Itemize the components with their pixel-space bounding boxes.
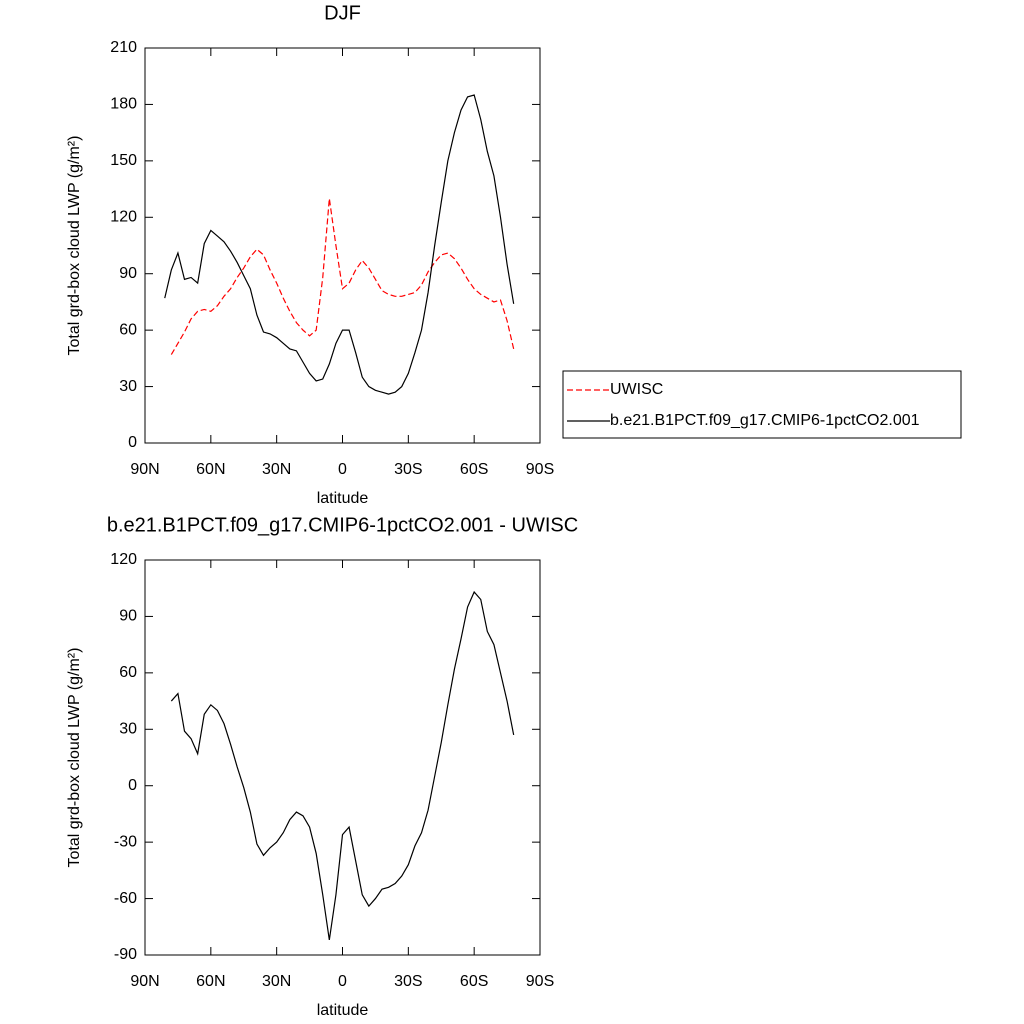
data-line	[170, 198, 515, 355]
y-tick-label: 90	[119, 608, 137, 625]
x-axis-label: latitude	[317, 1002, 369, 1019]
x-tick-label: 60S	[460, 461, 488, 478]
y-tick-label: 0	[128, 777, 137, 794]
x-tick-label: 30S	[394, 461, 422, 478]
x-tick-label: 30N	[262, 461, 291, 478]
x-tick-label: 60S	[460, 973, 488, 990]
x-tick-label: 0	[338, 973, 347, 990]
legend: UWISC b.e21.B1PCT.f09_g17.CMIP6-1pctCO2.0…	[562, 370, 962, 439]
x-tick-label: 30N	[262, 973, 291, 990]
chart-title: b.e21.B1PCT.f09_g17.CMIP6-1pctCO2.001 - …	[107, 514, 578, 536]
y-tick-label: -30	[114, 833, 137, 850]
y-tick-label: 120	[110, 209, 137, 226]
data-line	[170, 590, 515, 941]
x-tick-label: 60N	[196, 461, 225, 478]
y-tick-label: 90	[119, 265, 137, 282]
y-tick-label: -90	[114, 946, 137, 963]
x-tick-label: 90N	[130, 461, 159, 478]
x-axis-label: latitude	[317, 490, 369, 507]
chart-title: DJF	[324, 2, 361, 24]
y-tick-label: 30	[119, 378, 137, 395]
plot-frame	[144, 559, 541, 956]
y-tick-label: 60	[119, 321, 137, 338]
y-axis-label: Total grd-box cloud LWP (g/m²)	[66, 136, 83, 356]
x-tick-label: 60N	[196, 973, 225, 990]
y-tick-label: 150	[110, 152, 137, 169]
x-tick-label: 90S	[526, 461, 554, 478]
x-tick-label: 90S	[526, 973, 554, 990]
x-tick-label: 90N	[130, 973, 159, 990]
y-axis-label: Total grd-box cloud LWP (g/m²)	[66, 648, 83, 868]
y-tick-label: 120	[110, 551, 137, 568]
x-tick-label: 30S	[394, 973, 422, 990]
legend-box	[562, 370, 962, 439]
y-tick-label: 60	[119, 664, 137, 681]
legend-label: b.e21.B1PCT.f09_g17.CMIP6-1pctCO2.001	[610, 412, 920, 429]
y-tick-label: 30	[119, 721, 137, 738]
legend-label: UWISC	[610, 381, 663, 398]
y-tick-label: 180	[110, 96, 137, 113]
y-tick-label: 210	[110, 39, 137, 56]
data-line	[164, 94, 515, 395]
y-tick-label: -60	[114, 890, 137, 907]
x-tick-label: 0	[338, 461, 347, 478]
y-tick-label: 0	[128, 434, 137, 451]
